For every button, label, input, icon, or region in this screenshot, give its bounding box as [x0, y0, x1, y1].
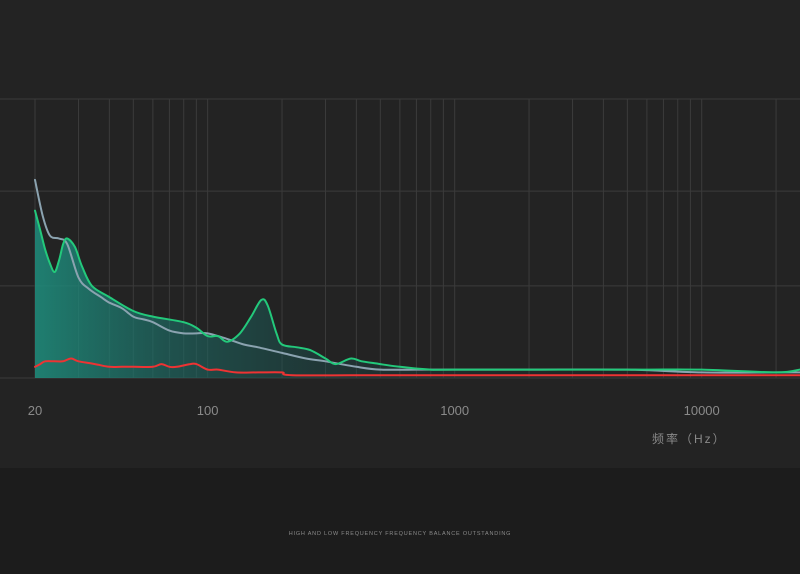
- x-tick-label: 10000: [684, 403, 720, 418]
- series-line-2: [34, 209, 800, 374]
- x-tick-label: 1000: [440, 403, 469, 418]
- x-tick-label: 100: [197, 403, 219, 418]
- footer-caption: HIGH AND LOW FREQUENCY FREQUENCY BALANCE…: [288, 531, 512, 537]
- x-tick-label: 20: [28, 403, 42, 418]
- series-area-2: [35, 210, 800, 378]
- series-line-3: [34, 357, 800, 377]
- x-axis-title: 频率（Hz）: [652, 432, 727, 446]
- frequency-response-chart: 20 100 1000 10000: [0, 98, 800, 418]
